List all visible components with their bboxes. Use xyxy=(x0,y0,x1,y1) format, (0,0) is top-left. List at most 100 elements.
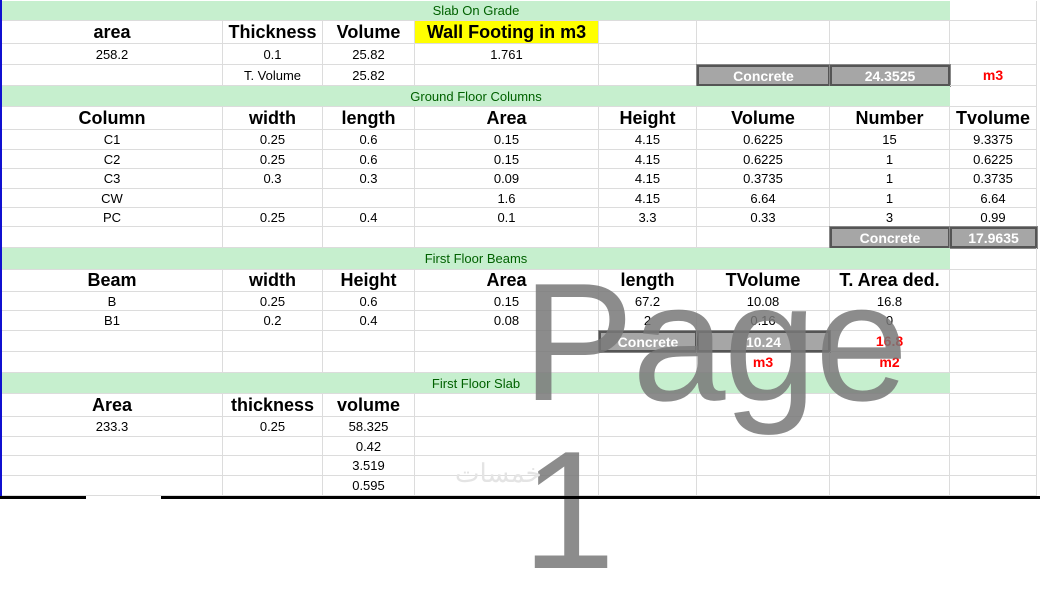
cell[interactable] xyxy=(2,331,223,352)
column-header-cell[interactable]: Wall Footing in m3 xyxy=(415,21,599,44)
cell[interactable]: 0.09 xyxy=(415,169,599,189)
column-header-cell[interactable]: Volume xyxy=(323,21,415,44)
cell[interactable] xyxy=(2,352,223,373)
cell[interactable]: 58.325 xyxy=(323,417,415,437)
column-header-cell[interactable]: Number xyxy=(830,107,950,130)
column-header-cell[interactable] xyxy=(415,394,599,417)
column-header-cell[interactable]: length xyxy=(599,270,697,292)
cell[interactable] xyxy=(599,65,697,86)
cell[interactable] xyxy=(950,476,1037,496)
cell[interactable] xyxy=(223,352,323,373)
cell[interactable] xyxy=(599,417,697,437)
cell[interactable] xyxy=(697,44,830,65)
cell[interactable]: 0 xyxy=(830,311,950,331)
cell[interactable]: 0.1 xyxy=(415,208,599,227)
cell[interactable] xyxy=(950,1,1037,21)
cell[interactable] xyxy=(950,437,1037,456)
total-cell[interactable]: Concrete xyxy=(829,226,951,249)
cell[interactable]: C2 xyxy=(2,150,223,169)
cell[interactable]: 0.6 xyxy=(323,292,415,311)
cell[interactable]: 0.2 xyxy=(223,311,323,331)
cell[interactable] xyxy=(223,227,323,248)
cell[interactable]: m3 xyxy=(950,65,1037,86)
section-title[interactable]: First Floor Slab xyxy=(2,373,950,394)
cell[interactable]: 0.6 xyxy=(323,130,415,150)
cell[interactable]: B xyxy=(2,292,223,311)
cell[interactable] xyxy=(323,189,415,208)
cell[interactable] xyxy=(599,227,697,248)
cell[interactable]: 6.64 xyxy=(697,189,830,208)
cell[interactable]: 0.15 xyxy=(415,150,599,169)
total-cell[interactable]: 17.9635 xyxy=(949,226,1038,249)
cell[interactable] xyxy=(415,65,599,86)
cell[interactable]: 9.3375 xyxy=(950,130,1037,150)
cell[interactable]: 0.25 xyxy=(223,417,323,437)
cell[interactable]: 4.15 xyxy=(599,150,697,169)
cell[interactable]: 2 xyxy=(599,311,697,331)
cell[interactable]: 0.4 xyxy=(323,311,415,331)
section-title[interactable]: First Floor Beams xyxy=(2,248,950,270)
cell[interactable]: m2 xyxy=(830,352,950,373)
cell[interactable] xyxy=(323,331,415,352)
cell[interactable]: B1 xyxy=(2,311,223,331)
cell[interactable] xyxy=(323,352,415,373)
column-header-cell[interactable] xyxy=(697,394,830,417)
cell[interactable] xyxy=(950,44,1037,65)
column-header-cell[interactable]: Area xyxy=(415,107,599,130)
cell[interactable]: 0.15 xyxy=(415,130,599,150)
cell[interactable] xyxy=(950,373,1037,394)
cell[interactable] xyxy=(950,352,1037,373)
cell[interactable] xyxy=(830,44,950,65)
cell[interactable]: C3 xyxy=(2,169,223,189)
cell[interactable] xyxy=(2,456,223,476)
column-header-cell[interactable] xyxy=(697,21,830,44)
cell[interactable]: 0.15 xyxy=(415,292,599,311)
cell[interactable] xyxy=(415,227,599,248)
column-header-cell[interactable]: thickness xyxy=(223,394,323,417)
cell[interactable] xyxy=(599,456,697,476)
cell[interactable] xyxy=(415,352,599,373)
cell[interactable]: 0.42 xyxy=(323,437,415,456)
cell[interactable]: 16.8 xyxy=(830,331,950,352)
cell[interactable]: 0.1 xyxy=(223,44,323,65)
column-header-cell[interactable]: Area xyxy=(2,394,223,417)
column-header-cell[interactable] xyxy=(830,21,950,44)
cell[interactable] xyxy=(2,227,223,248)
cell[interactable] xyxy=(697,227,830,248)
cell[interactable]: 0.4 xyxy=(323,208,415,227)
total-cell[interactable]: 24.3525 xyxy=(829,64,951,87)
cell[interactable]: 0.6225 xyxy=(697,150,830,169)
cell[interactable] xyxy=(2,437,223,456)
column-header-cell[interactable]: width xyxy=(223,107,323,130)
cell[interactable] xyxy=(2,65,223,86)
column-header-cell[interactable]: length xyxy=(323,107,415,130)
column-header-cell[interactable] xyxy=(950,270,1037,292)
cell[interactable] xyxy=(830,476,950,496)
total-cell[interactable]: 10.24 xyxy=(696,330,831,353)
cell[interactable] xyxy=(223,331,323,352)
cell[interactable]: 0.6225 xyxy=(950,150,1037,169)
cell[interactable] xyxy=(697,437,830,456)
cell[interactable]: 0.33 xyxy=(697,208,830,227)
cell[interactable] xyxy=(950,331,1037,352)
cell[interactable] xyxy=(415,331,599,352)
cell[interactable] xyxy=(2,476,223,496)
cell[interactable] xyxy=(599,352,697,373)
cell[interactable] xyxy=(415,437,599,456)
cell[interactable]: 4.15 xyxy=(599,189,697,208)
cell[interactable]: 25.82 xyxy=(323,65,415,86)
cell[interactable]: 1 xyxy=(830,150,950,169)
cell[interactable]: 4.15 xyxy=(599,169,697,189)
column-header-cell[interactable]: T. Area ded. xyxy=(830,270,950,292)
cell[interactable]: 3 xyxy=(830,208,950,227)
column-header-cell[interactable] xyxy=(950,21,1037,44)
cell[interactable]: 0.99 xyxy=(950,208,1037,227)
cell[interactable]: T. Volume xyxy=(223,65,323,86)
column-header-cell[interactable]: area xyxy=(2,21,223,44)
column-header-cell[interactable] xyxy=(950,394,1037,417)
cell[interactable] xyxy=(697,417,830,437)
cell[interactable]: 0.3735 xyxy=(950,169,1037,189)
cell[interactable] xyxy=(950,311,1037,331)
cell[interactable] xyxy=(599,476,697,496)
cell[interactable]: 0.6225 xyxy=(697,130,830,150)
